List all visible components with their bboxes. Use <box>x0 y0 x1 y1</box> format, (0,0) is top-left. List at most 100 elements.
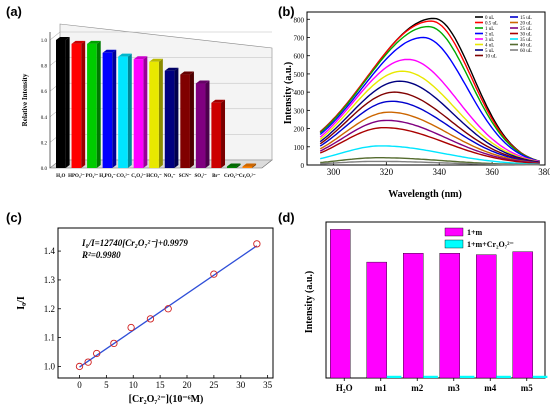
panel-d-bar-1m <box>366 261 387 379</box>
panel-d-bar-1m-cr <box>532 375 548 378</box>
panel-c-xtick: 30 <box>236 380 246 390</box>
panel-a-ytick: 0.2 <box>41 141 48 146</box>
panel-a-bar-top <box>180 71 194 75</box>
panel-b-xtick: 360 <box>485 167 499 177</box>
panel-a-bar <box>133 59 144 169</box>
panel-c-xtick: 10 <box>129 380 139 390</box>
panel-c-point <box>146 315 155 323</box>
panel-b-ytick: 200 <box>294 126 305 134</box>
panel-a-bar-top <box>56 37 70 40</box>
panel-a-bar <box>164 70 175 168</box>
panel-d-bar-1m <box>476 254 497 379</box>
panel-c-ytick: 1.0 <box>44 361 56 371</box>
panel-b-ytick: 700 <box>294 35 305 43</box>
panel-a-bar-side <box>189 71 194 168</box>
panel-c-label: (c) <box>6 210 22 225</box>
panel-b-series-line <box>319 36 540 162</box>
panel-a-ytick: 0.6 <box>41 90 48 95</box>
panel-c-ytick: 1.4 <box>44 246 56 256</box>
panel-a-category-label: NO₃⁻ <box>164 174 176 179</box>
panel-b: (b) Intensity (a.u.) Wavelength (nm) 300… <box>278 4 550 200</box>
panel-b-legend-label: 2 uL <box>485 32 494 37</box>
panel-a-bar <box>242 166 253 168</box>
panel-b-ytick: 500 <box>294 71 305 79</box>
panel-c-xtick: 15 <box>156 380 166 390</box>
panel-a-bar-top <box>133 56 148 60</box>
panel-a-bar-side <box>158 58 163 169</box>
panel-b-legend-label: 35 uL <box>520 38 532 43</box>
panel-a-bar-side <box>65 37 70 168</box>
panel-c-xtick: 5 <box>104 380 109 390</box>
panel-d-bar-1m-cr <box>496 375 511 378</box>
panel-d-xtick: m1 <box>375 383 387 393</box>
panel-b-legend-label: 4 uL <box>485 43 494 48</box>
panel-c-ytick: 1.1 <box>44 333 55 343</box>
panel-a-bar <box>226 166 237 168</box>
panel-a-bar-top <box>102 49 117 53</box>
panel-b-series-line <box>319 119 540 164</box>
panel-c-fit-line <box>79 245 258 368</box>
panel-a-bar <box>102 52 113 168</box>
panel-b-legend-label: 40 uL <box>520 43 532 48</box>
panel-b-legend-label: 3 uL <box>485 38 494 43</box>
panel-a-bar <box>87 43 97 169</box>
panel-d-xtick: m5 <box>521 383 533 393</box>
panel-a-bar-top <box>149 58 163 62</box>
panel-b-legend-label: 25 uL <box>520 27 532 32</box>
panel-a-bar-top <box>118 53 132 57</box>
panel-a-bar-top <box>87 40 101 44</box>
panel-c-equation: I₀/I=12740[Cr₂O₇²⁻]+0.9979 <box>81 238 188 248</box>
panel-a-ytick: 0.0 <box>41 167 48 172</box>
panel-b-legend-label: 10 uL <box>485 54 497 59</box>
panel-b-legend-label: 60 uL <box>520 49 532 54</box>
panel-b-legend-label: 20 uL <box>520 21 532 26</box>
panel-b-ytick: 100 <box>294 144 305 152</box>
panel-b-ytick: 400 <box>294 89 305 97</box>
panel-a-bar-side <box>143 56 148 169</box>
panel-c-xtick: 35 <box>263 380 273 390</box>
panel-b-legend-label: 15 uL <box>520 16 532 21</box>
panel-d-xtick: m4 <box>484 383 496 393</box>
panel-a-category-label: SO₄²⁻ <box>195 173 208 179</box>
panel-a-category-label: PO₄³⁻ <box>86 173 99 179</box>
panel-a-category-label: C₂O₄²⁻ <box>131 173 146 179</box>
panel-a-bar-side <box>236 163 241 168</box>
panel-a-bar-top <box>242 163 257 167</box>
panel-a-bar-side <box>127 53 132 168</box>
panel-a-bar <box>180 74 190 168</box>
panel-b-series-line <box>319 20 540 162</box>
panel-c: (c) I₀/I [Cr₂O₇²⁻](10⁻⁶M) I₀/I=12740[Cr₂… <box>6 210 274 405</box>
panel-c-ytick: 1.2 <box>44 304 55 314</box>
panel-a-category-label: CO₃²⁻ <box>116 173 129 179</box>
panel-d-xtick: m3 <box>448 383 460 393</box>
panel-a-category-label: HPO₄²⁻ <box>68 173 85 179</box>
panel-a-category-label: Br⁻ <box>212 174 221 179</box>
panel-b-series-line <box>319 70 540 163</box>
panel-b-series-line <box>319 80 540 163</box>
panel-b-label: (b) <box>278 4 295 19</box>
panel-a-bar-top <box>195 80 210 84</box>
panel-a-bar <box>56 40 66 168</box>
panel-a-category-label: HCO₃⁻ <box>146 174 162 179</box>
panel-c-point <box>110 339 118 348</box>
panel-d: (d) Intensity (a.u.) H₂O m1 m2 m3 m4 m5 1+m 1+… <box>278 210 548 393</box>
panel-d-ylabel: Intensity (a.u.) <box>304 271 315 334</box>
panel-c-point <box>93 349 101 358</box>
panel-b-series-line <box>319 25 540 162</box>
panel-c-point <box>253 240 261 248</box>
panel-c-point <box>164 305 172 313</box>
panel-c-point <box>84 358 92 366</box>
panel-d-legend-label: 1+m <box>467 228 483 237</box>
panel-a-bar-side <box>205 80 210 168</box>
panel-b-ytick: 600 <box>294 53 305 61</box>
panel-d-label: (d) <box>278 210 295 225</box>
panel-a-bar-side <box>221 99 226 168</box>
panel-c-point <box>210 270 218 278</box>
panel-b-ylabel: Intensity (a.u.) <box>283 62 294 125</box>
panel-b-legend-label: 0.5 uL <box>485 21 498 26</box>
panel-b-xtick: 380 <box>538 167 550 177</box>
panel-a-bar <box>71 43 82 169</box>
panel-a-ytick: 0.4 <box>41 116 48 121</box>
panel-b-legend-label: 30 uL <box>520 32 532 37</box>
panel-d-bar-1m-cr <box>423 375 438 378</box>
